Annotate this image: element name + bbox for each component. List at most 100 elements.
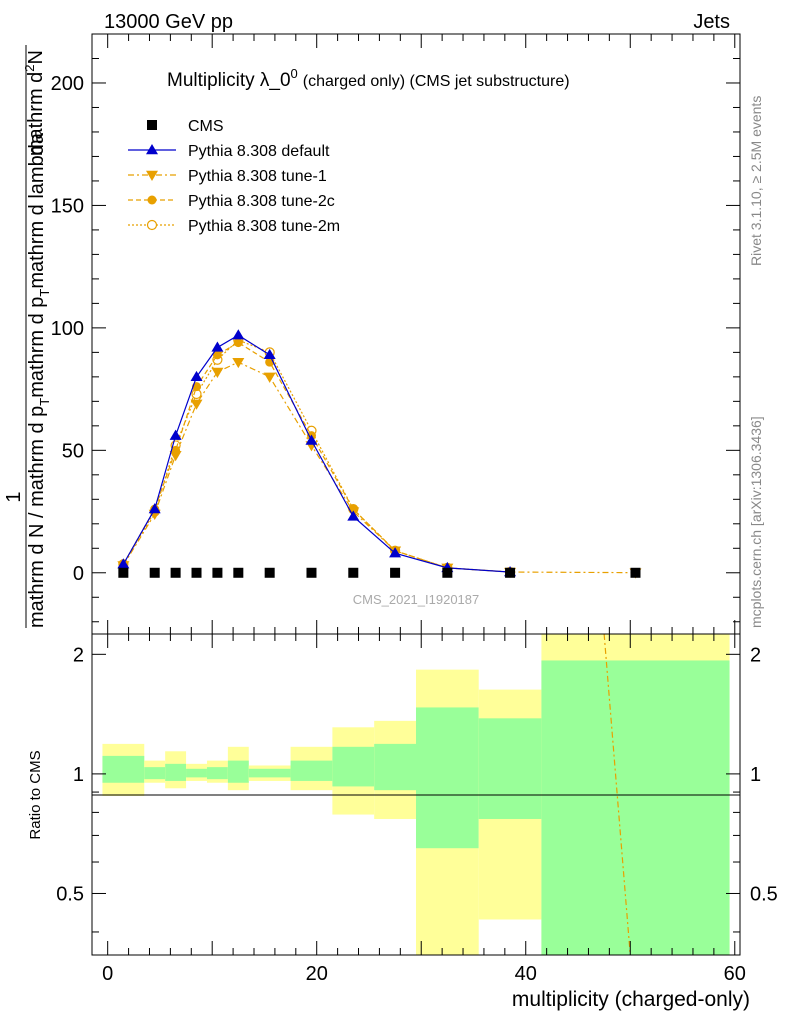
ratio-marks <box>603 633 631 956</box>
data-point-cms <box>191 567 202 578</box>
y-tick-label: 150 <box>51 195 84 217</box>
band-inner <box>332 746 375 787</box>
y-label-denominator: mathrm d N / mathrm d pTmathrm d pTmathr… <box>26 132 52 628</box>
ratio-y-tick-label-left: 0.5 <box>56 883 84 905</box>
y-label-top: 1 <box>3 491 25 502</box>
data-point-cms <box>264 567 275 578</box>
side-label-mcplots: mcplots.cern.ch [arXiv:1306.3436] <box>748 416 764 628</box>
band-inner <box>416 707 479 849</box>
side-label-rivet: Rivet 3.1.10, ≥ 2.5M events <box>748 96 764 266</box>
band-inner <box>478 718 542 819</box>
main-title-sup: 0 <box>291 66 298 81</box>
y-label-num-a: mathrm d <box>25 72 47 156</box>
data-point-pythia-8-308-default <box>169 429 182 440</box>
y-tick-label: 200 <box>51 73 84 95</box>
legend-label: CMS <box>188 118 224 135</box>
legend-marker <box>147 195 157 205</box>
data-point-pythia-8-308-default <box>211 341 224 352</box>
legend: CMS Pythia 8.308 default Pythia 8.308 tune… <box>128 118 340 235</box>
legend-label: Pythia 8.308 tune-2c <box>188 193 335 210</box>
y-label-numerator: mathrm d2N <box>22 50 47 156</box>
data-point-pythia-8-308-default <box>190 370 203 382</box>
data-point-pythia-8-308-tune-1 <box>263 372 276 383</box>
band-inner <box>541 660 730 955</box>
band-inner <box>144 767 166 780</box>
data-point-cms <box>442 567 453 578</box>
x-tick-label: 20 <box>306 963 328 985</box>
legend-marker <box>146 170 158 181</box>
data-point-pythia-8-308-default <box>305 434 318 445</box>
y-axis-label: 1 mathrm d2N mathrm d N / mathrm d pTmat… <box>3 45 52 628</box>
ratio-plot-ticks: 0.5 0.51 12 20 20 40 60 <box>56 634 778 985</box>
band-inner <box>186 768 207 778</box>
y-label-num-sup: 2 <box>22 64 37 71</box>
data-point-pythia-8-308-default <box>148 503 161 514</box>
main-title-main: Multiplicity λ_0 <box>167 70 291 91</box>
x-tick-label: 60 <box>724 963 746 985</box>
data-point-cms <box>348 567 359 578</box>
main-plot-marks <box>117 329 642 579</box>
data-point-pythia-8-308-tune-2c <box>212 350 222 360</box>
data-point-cms <box>505 567 516 578</box>
data-point-pythia-8-308-tune-1 <box>232 357 245 369</box>
y-label-den-a: mathrm d N / mathrm d p <box>26 406 48 628</box>
data-point-pythia-8-308-default <box>263 348 276 360</box>
watermark: CMS_2021_I1920187 <box>353 592 480 607</box>
legend-label: Pythia 8.308 default <box>188 143 330 160</box>
ratio-y-tick-label-left: 1 <box>73 764 84 786</box>
data-point-pythia-8-308-default <box>232 329 245 340</box>
ratio-y-label: Ratio to CMS <box>27 750 44 839</box>
data-point-pythia-8-308-tune-2c <box>233 338 243 348</box>
ratio-plot-frame <box>91 633 741 956</box>
x-tick-label: 40 <box>515 963 537 985</box>
legend-label: Pythia 8.308 tune-1 <box>188 168 327 185</box>
band-inner <box>227 760 249 783</box>
ratio-y-tick-label-right: 0.5 <box>750 883 778 905</box>
legend-marker <box>146 144 158 155</box>
y-tick-label: 50 <box>62 440 84 462</box>
band-inner <box>206 767 228 780</box>
legend-marker <box>146 219 158 231</box>
band-inner <box>248 768 291 778</box>
x-axis-label: multiplicity (charged-only) <box>512 988 750 1011</box>
legend-label: Pythia 8.308 tune-2m <box>188 218 340 235</box>
data-point-cms <box>306 567 317 578</box>
data-point-cms <box>149 567 160 578</box>
band-inner <box>102 755 145 783</box>
y-tick-label: 0 <box>73 563 84 585</box>
y-label-den-b: mathrm d p <box>26 297 48 398</box>
ratio-plot: 0.5 0.51 12 20 20 40 60 <box>56 633 778 985</box>
y-label-den-c: mathrm d lambda <box>26 132 48 288</box>
main-plot-ticks: 0 50 100 150 200 <box>51 33 740 634</box>
data-point-pythia-8-308-tune-1 <box>190 399 203 410</box>
data-point-pythia-8-308-default <box>347 510 360 521</box>
ratio-y-tick-label-left: 2 <box>73 644 84 666</box>
main-title: Multiplicity λ_00 (charged only) (CMS jet… <box>167 66 570 91</box>
ratio-line-pythia-tune-1 <box>603 633 631 956</box>
data-point-cms <box>233 567 244 578</box>
data-point-pythia-8-308-default <box>117 558 130 569</box>
x-tick-label: 0 <box>102 963 113 985</box>
data-point-cms <box>390 567 401 578</box>
y-label-den-sub-2: T <box>37 289 52 297</box>
header-left: 13000 GeV pp <box>104 11 233 33</box>
main-plot: 0 50 100 150 200 CMS_2021_I1920187 Multiplic… <box>51 33 741 635</box>
y-tick-label: 100 <box>51 318 84 340</box>
legend-marker <box>147 120 157 130</box>
y-label-num-b: N <box>25 50 47 64</box>
header-right: Jets <box>693 11 730 33</box>
data-point-cms <box>118 567 129 578</box>
data-point-cms <box>630 567 641 578</box>
data-point-pythia-8-308-default <box>389 547 402 558</box>
ratio-y-tick-label-right: 1 <box>750 764 761 786</box>
data-point-pythia-8-308-tune-1 <box>211 367 224 378</box>
data-point-cms <box>170 567 181 578</box>
series-line-pythia-8-308-tune-2m <box>122 339 511 573</box>
series-line-pythia-8-308-tune-2c <box>122 341 511 573</box>
data-point-pythia-8-308-tune-1 <box>169 451 182 462</box>
y-label-den-sub-1: T <box>37 398 52 406</box>
band-inner <box>374 743 416 791</box>
main-title-suffix: (charged only) (CMS jet substructure) <box>303 73 570 90</box>
band-inner <box>290 760 333 781</box>
